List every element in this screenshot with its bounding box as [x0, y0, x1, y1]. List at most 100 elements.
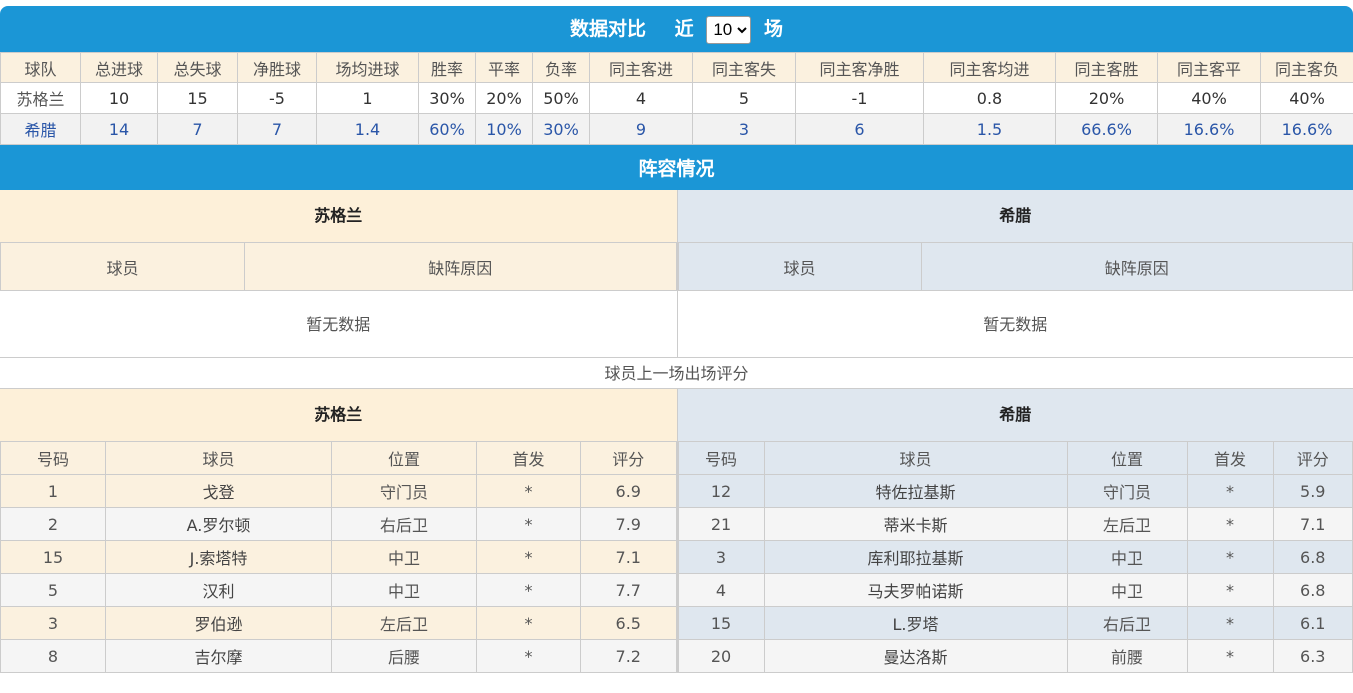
cell: 30%: [532, 113, 590, 145]
player-number: 21: [677, 507, 765, 541]
home-absent-panel: 苏格兰 球员 缺阵原因 暂无数据: [0, 190, 677, 358]
player-name: 吉尔摩: [105, 639, 332, 673]
cell: 同主客胜: [1055, 52, 1158, 83]
header-name: 球员: [105, 441, 332, 475]
absent-reason-header: 缺阵原因: [920, 242, 1353, 291]
cell: 5: [692, 82, 796, 114]
player-number: 3: [677, 540, 765, 574]
cell: 场均进球: [316, 52, 419, 83]
cell: 1.5: [923, 113, 1056, 145]
cell: 60%: [418, 113, 476, 145]
compare-title-bar: 数据对比 近 10 场: [0, 6, 1353, 52]
player-number: 5: [0, 573, 106, 607]
player-row: 3 库利耶拉基斯 中卫 * 6.8: [677, 540, 1353, 574]
cell: 负率: [532, 52, 590, 83]
player-row: 20 曼达洛斯 前腰 * 6.3: [677, 639, 1353, 673]
cell: 0.8: [923, 82, 1056, 114]
ratings-caption: 球员上一场出场评分: [0, 358, 1353, 389]
cell: 同主客净胜: [795, 52, 924, 83]
player-name: 曼达洛斯: [763, 639, 1068, 673]
player-number: 12: [677, 474, 765, 508]
player-pos: 中卫: [1066, 540, 1188, 574]
player-rating: 6.8: [1272, 540, 1353, 574]
player-row: 4 马夫罗帕诺斯 中卫 * 6.8: [677, 573, 1353, 607]
player-row: 21 蒂米卡斯 左后卫 * 7.1: [677, 507, 1353, 541]
player-pos: 前腰: [1066, 639, 1188, 673]
player-rating: 7.7: [580, 573, 677, 607]
games-count-select[interactable]: 10: [706, 15, 752, 44]
compare-table: 球队 总进球 总失球 净胜球 场均进球 胜率 平率 负率 同主客进 同主客失 同主客净胜 同主客均进同…: [0, 52, 1353, 145]
cell: 同主客进: [589, 52, 693, 83]
unit-label: 场: [763, 18, 783, 40]
lineup-title: 阵容情况: [0, 145, 1353, 190]
player-starter: *: [476, 639, 581, 673]
player-pos: 中卫: [1066, 573, 1188, 607]
cell: 14: [80, 113, 158, 145]
player-starter: *: [476, 540, 581, 574]
player-starter: *: [1186, 639, 1274, 673]
cell: 同主客失: [692, 52, 796, 83]
player-name: 罗伯逊: [105, 606, 332, 640]
cell: 15: [157, 82, 238, 114]
player-row: 2 A.罗尔顿 右后卫 * 7.9: [0, 507, 677, 541]
cell: 66.6%: [1055, 113, 1158, 145]
header-pos: 位置: [1066, 441, 1188, 475]
player-rating: 6.1: [1272, 606, 1353, 640]
player-starter: *: [476, 606, 581, 640]
cell: 1.4: [316, 113, 419, 145]
cell: 总失球: [157, 52, 238, 83]
cell: 球队: [0, 52, 81, 83]
player-row: 3 罗伯逊 左后卫 * 6.5: [0, 606, 677, 640]
cell: 10: [80, 82, 158, 114]
cell: 6: [795, 113, 924, 145]
cell: 20%: [475, 82, 533, 114]
cell: 4: [589, 82, 693, 114]
player-row: 5 汉利 中卫 * 7.7: [0, 573, 677, 607]
player-rating: 7.9: [580, 507, 677, 541]
player-rating: 6.5: [580, 606, 677, 640]
cell: 3: [692, 113, 796, 145]
player-name: 库利耶拉基斯: [763, 540, 1068, 574]
player-name: 马夫罗帕诺斯: [763, 573, 1068, 607]
player-starter: *: [476, 474, 581, 508]
cell: 1: [316, 82, 419, 114]
header-starter: 首发: [476, 441, 581, 475]
player-name: 汉利: [105, 573, 332, 607]
cell: 50%: [532, 82, 590, 114]
away-team-header: 希腊: [677, 389, 1353, 441]
away-no-data: 暂无数据: [677, 291, 1353, 358]
player-row: 1 戈登 守门员 * 6.9: [0, 474, 677, 508]
header-rating: 评分: [580, 441, 677, 475]
player-rating: 5.9: [1272, 474, 1353, 508]
header-pos: 位置: [331, 441, 477, 475]
player-number: 20: [677, 639, 765, 673]
home-ratings-panel: 苏格兰 号码 球员 位置 首发 评分 1 戈登 守门员 * 6.9 2 A.罗尔顿 右后卫 * 7.9 15 J…: [0, 389, 677, 673]
absent-player-header: 球员: [677, 242, 922, 291]
team-name: 希腊: [0, 113, 81, 145]
header-rating: 评分: [1272, 441, 1353, 475]
cell: 7: [237, 113, 317, 145]
team-stats-row: 苏格兰 10 15 -5 1 30% 20% 50% 4 5 -1 0.8 20% 40% 40%: [0, 82, 1353, 114]
player-starter: *: [1186, 540, 1274, 574]
cell: 总进球: [80, 52, 158, 83]
cell: 40%: [1157, 82, 1261, 114]
player-name: L.罗塔: [763, 606, 1068, 640]
compare-title: 数据对比: [570, 18, 647, 40]
player-number: 8: [0, 639, 106, 673]
header-number: 号码: [677, 441, 765, 475]
header-number: 号码: [0, 441, 106, 475]
cell: 40%: [1260, 82, 1353, 114]
absent-reason-header: 缺阵原因: [244, 242, 677, 291]
player-row: 12 特佐拉基斯 守门员 * 5.9: [677, 474, 1353, 508]
player-number: 2: [0, 507, 106, 541]
cell: 胜率: [418, 52, 476, 83]
home-team-header: 苏格兰: [0, 190, 677, 242]
cell: 9: [589, 113, 693, 145]
player-rating: 7.1: [580, 540, 677, 574]
away-ratings-panel: 希腊 号码 球员 位置 首发 评分 12 特佐拉基斯 守门员 * 5.9 21 蒂米卡斯 左后卫 * 7.1…: [676, 389, 1353, 673]
player-starter: *: [476, 573, 581, 607]
player-rating: 7.1: [1272, 507, 1353, 541]
header-name: 球员: [763, 441, 1068, 475]
home-team-header: 苏格兰: [0, 389, 677, 441]
cell: -1: [795, 82, 924, 114]
